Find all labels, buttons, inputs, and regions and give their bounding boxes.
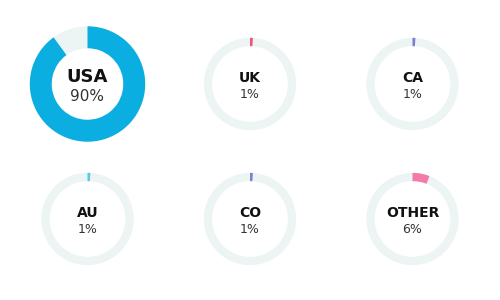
Text: 1%: 1% <box>240 88 260 101</box>
Wedge shape <box>366 38 458 130</box>
Text: 1%: 1% <box>402 88 422 101</box>
Wedge shape <box>30 26 145 142</box>
Text: USA: USA <box>67 68 108 86</box>
Wedge shape <box>412 38 416 46</box>
Text: AU: AU <box>76 206 98 220</box>
Wedge shape <box>204 173 296 265</box>
Text: 1%: 1% <box>78 223 98 236</box>
Wedge shape <box>88 173 90 181</box>
Text: 1%: 1% <box>240 223 260 236</box>
Wedge shape <box>412 173 430 184</box>
Text: CO: CO <box>239 206 261 220</box>
Wedge shape <box>204 38 296 130</box>
Wedge shape <box>250 38 253 46</box>
Wedge shape <box>30 26 145 142</box>
Text: 90%: 90% <box>70 89 104 104</box>
Text: 6%: 6% <box>402 223 422 236</box>
Wedge shape <box>366 173 458 265</box>
Text: OTHER: OTHER <box>386 206 439 220</box>
Text: CA: CA <box>402 71 423 85</box>
Wedge shape <box>250 173 253 181</box>
Wedge shape <box>42 173 134 265</box>
Text: UK: UK <box>239 71 261 85</box>
